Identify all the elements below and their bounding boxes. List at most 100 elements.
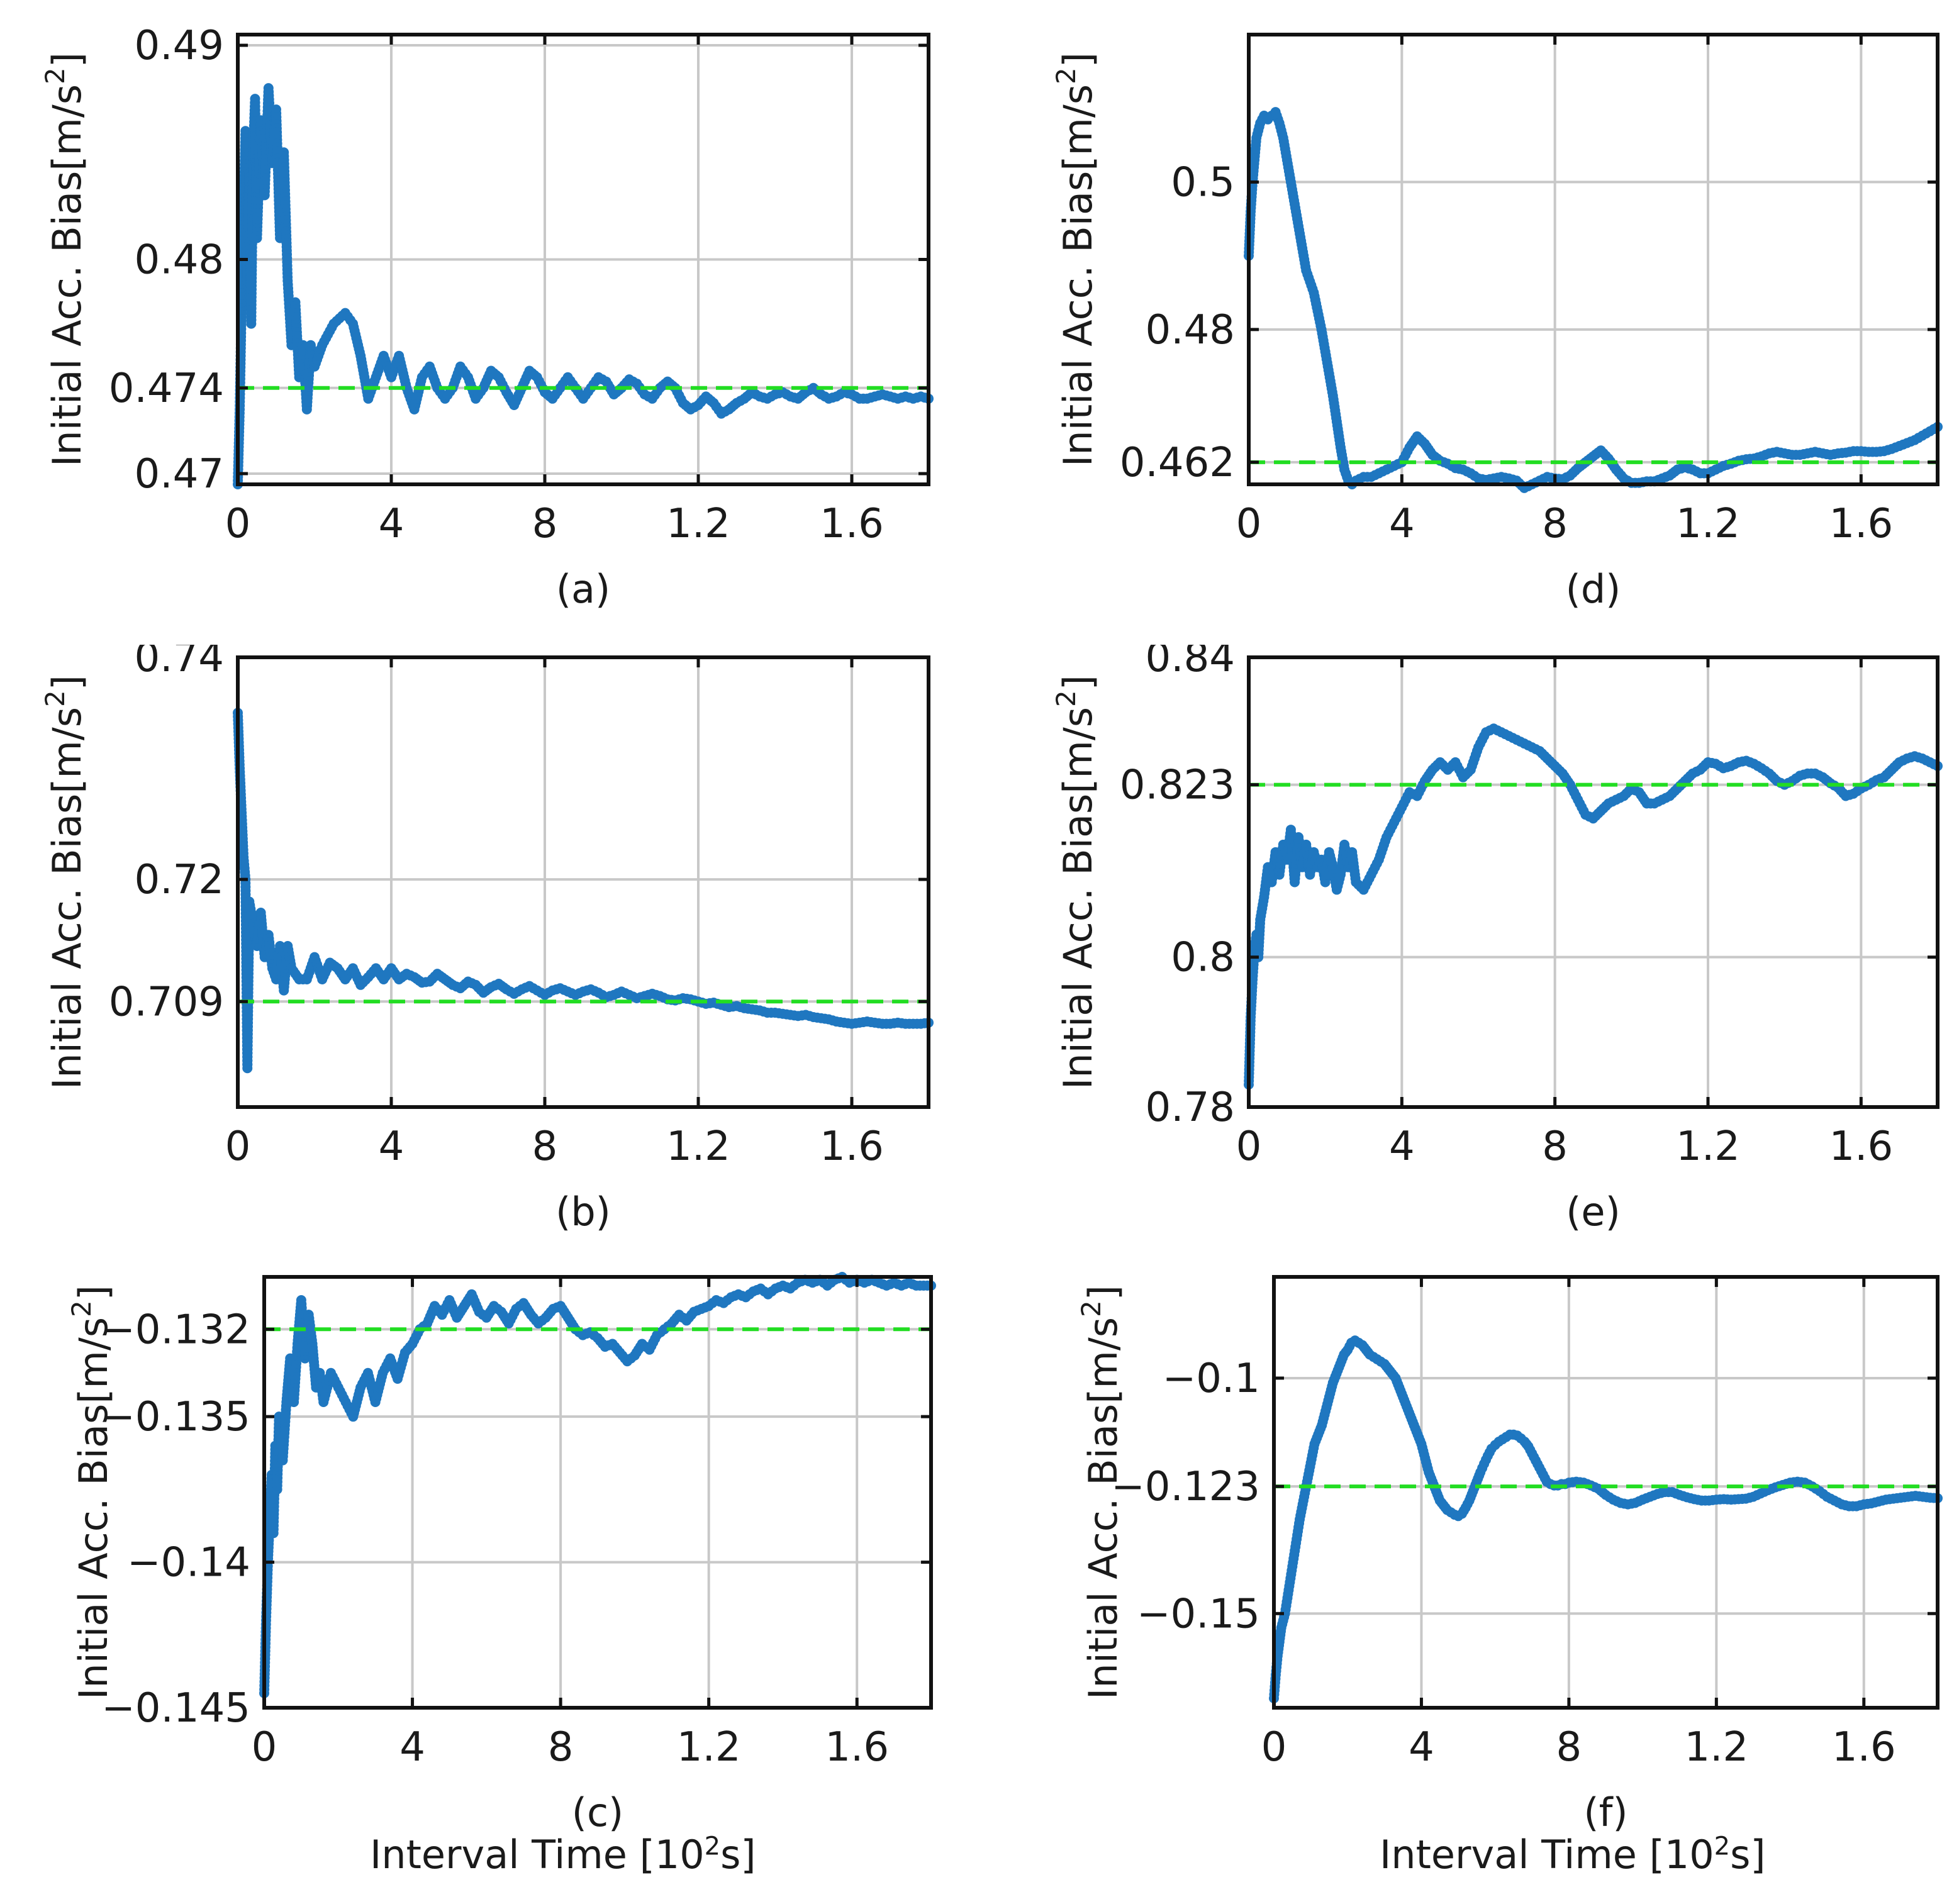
y-axis-title-sup: 2	[40, 67, 70, 84]
data-series	[1244, 723, 1943, 1090]
x-tick-label: 1.6	[1829, 1123, 1893, 1170]
x-tick-label: 4	[379, 1123, 405, 1170]
y-tick-label: 0.8	[1171, 935, 1235, 981]
y-axis-title-end: ]	[1055, 52, 1101, 67]
y-tick-label: 0.74	[135, 645, 225, 681]
data-series	[1269, 1335, 1943, 1704]
y-axis-title-end: ]	[44, 675, 90, 690]
y-axis-title-text: Initial Acc. Bias[m/s	[70, 1317, 116, 1700]
chart-panel-c: 0 4 8 1.2 1.6 −0.145 −0.14 −0.135 −0.132Initial …	[66, 1272, 936, 1835]
x-tick-label: 1.2	[1676, 1123, 1740, 1170]
y-axis-title: Initial Acc. Bias[m/s2]	[40, 52, 90, 467]
x-axis-title-left: Interval Time [102s]	[370, 1832, 756, 1878]
x-tick-label: 1.2	[1676, 501, 1740, 547]
y-axis-title: Initial Acc. Bias[m/s2]	[1051, 675, 1101, 1089]
chart-panel-a: 0 4 8 1.2 1.6 0.47 0.474 0.48 0.49 Initial Acc. B…	[40, 23, 934, 612]
y-tick-label: −0.132	[101, 1306, 250, 1353]
x-tick-label: 8	[1542, 501, 1568, 547]
x-tick-label: 8	[532, 501, 558, 547]
x-tick-label: 0	[1261, 1724, 1287, 1771]
y-axis-title-sup: 2	[1051, 67, 1081, 84]
panel-label: (e)	[1566, 1189, 1621, 1235]
axes-frame	[262, 1275, 933, 1710]
panel-label: (a)	[556, 566, 610, 612]
y-axis-title-end: ]	[70, 1285, 116, 1300]
y-axis-title-text: Initial Acc. Bias[m/s	[1055, 84, 1101, 467]
y-axis-title-end: ]	[44, 52, 90, 67]
x-axis-title-end: s]	[720, 1832, 756, 1878]
plot-area: 0 4 8 1.2 1.6 0.462 0.48 0.5 Initial Acc. Bias[m…	[1051, 33, 1943, 612]
y-axis-title: Initial Acc. Bias[m/s2]	[66, 1285, 116, 1700]
x-tick-label: 1.2	[666, 501, 730, 547]
y-tick-label: 0.78	[1146, 1084, 1236, 1131]
y-axis-title-end: ]	[1080, 1285, 1126, 1300]
y-axis-title: Initial Acc. Bias[m/s2]	[1076, 1285, 1126, 1700]
x-tick-label: 0	[225, 501, 251, 547]
x-tick-label: 1.2	[666, 1123, 730, 1170]
plot-area: 0 4 8 1.2 1.6 0.709 0.72 0.74 Initial Acc. Bias[…	[40, 645, 934, 1235]
x-tick-label: 8	[548, 1724, 574, 1771]
y-axis-title-text: Initial Acc. Bias[m/s	[1055, 707, 1101, 1089]
y-tick-label: 0.47	[135, 451, 225, 498]
x-tick-label: 1.6	[825, 1724, 889, 1771]
panel-label: (f)	[1583, 1790, 1627, 1835]
axes-frame	[1247, 655, 1939, 1109]
panel-label: (b)	[555, 1189, 611, 1235]
y-tick-label: 0.48	[1146, 307, 1236, 354]
y-axis-title-sup: 2	[66, 1300, 97, 1317]
plot-area: 0 4 8 1.2 1.6 −0.145 −0.14 −0.135 −0.132Initial …	[66, 1272, 936, 1835]
x-tick-label: 1.2	[677, 1724, 741, 1771]
x-axis-title-sup: 2	[704, 1832, 721, 1861]
y-axis-title-sup: 2	[1051, 690, 1081, 707]
chart-panel-e: 0 4 8 1.2 1.6 0.78 0.8 0.823 0.84 Initial Acc. Bi…	[1051, 645, 1943, 1235]
x-tick-label: 4	[1409, 1724, 1434, 1771]
x-tick-label: 1.6	[1832, 1724, 1896, 1771]
data-series	[233, 708, 934, 1074]
plot-area: 0 4 8 1.2 1.6 0.47 0.474 0.48 0.49 Initial Acc. B…	[40, 23, 934, 612]
x-tick-label: 4	[379, 501, 405, 547]
axes-frame	[1272, 1275, 1939, 1710]
y-tick-label: 0.84	[1146, 645, 1236, 681]
x-tick-label: 4	[1389, 1123, 1415, 1170]
x-tick-label: 8	[1542, 1123, 1568, 1170]
y-tick-label: 0.49	[135, 23, 225, 69]
chart-panel-f: 0 4 8 1.2 1.6 −0.15 −0.123 −0.1 Initial Acc. Bia…	[1076, 1275, 1943, 1835]
y-axis-title: Initial Acc. Bias[m/s2]	[40, 675, 90, 1089]
y-tick-label: 0.5	[1171, 159, 1235, 206]
data-series	[1244, 107, 1943, 493]
panel-label: (c)	[572, 1790, 623, 1835]
x-tick-label: 0	[252, 1724, 277, 1771]
x-axis-title-right: Interval Time [102s]	[1380, 1832, 1766, 1878]
y-tick-label: 0.709	[109, 979, 224, 1025]
x-tick-label: 4	[399, 1724, 425, 1771]
x-tick-label: 0	[1236, 1123, 1262, 1170]
y-tick-label: 0.48	[135, 237, 225, 284]
x-axis-title-text: Interval Time [10	[370, 1832, 705, 1878]
x-tick-label: 8	[532, 1123, 558, 1170]
panel-label: (d)	[1566, 566, 1621, 612]
x-axis-title-sup: 2	[1714, 1832, 1731, 1861]
chart-panel-b: 0 4 8 1.2 1.6 0.709 0.72 0.74 Initial Acc. Bias[…	[40, 645, 934, 1235]
y-axis-title-sup: 2	[1076, 1300, 1107, 1317]
y-tick-label: −0.145	[101, 1685, 250, 1732]
axes-frame	[1247, 33, 1939, 486]
chart-panel-d: 0 4 8 1.2 1.6 0.462 0.48 0.5 Initial Acc. Bias[m…	[1051, 33, 1943, 612]
y-axis-title-text: Initial Acc. Bias[m/s	[44, 84, 90, 467]
y-axis-title: Initial Acc. Bias[m/s2]	[1051, 52, 1101, 467]
x-tick-label: 1.6	[820, 1123, 884, 1170]
y-axis-title-sup: 2	[40, 690, 70, 707]
y-tick-label: 0.823	[1120, 762, 1235, 809]
y-tick-label: −0.1	[1163, 1356, 1260, 1402]
y-tick-label: 0.72	[135, 857, 225, 903]
y-tick-label: 0.474	[109, 365, 224, 412]
x-tick-label: 4	[1389, 501, 1415, 547]
axes-frame	[236, 655, 930, 1109]
x-axis-title-end: s]	[1730, 1832, 1766, 1878]
y-tick-label: −0.123	[1111, 1464, 1260, 1510]
data-series	[233, 83, 934, 489]
x-tick-label: 1.6	[1829, 501, 1893, 547]
y-axis-title-text: Initial Acc. Bias[m/s	[1080, 1317, 1126, 1700]
y-tick-label: −0.135	[101, 1394, 250, 1440]
y-tick-label: −0.14	[127, 1540, 250, 1586]
